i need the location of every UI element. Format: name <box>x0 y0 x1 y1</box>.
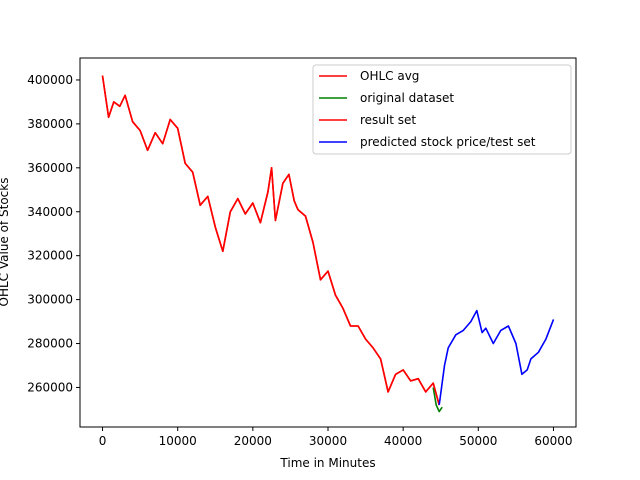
legend-label-3: predicted stock price/test set <box>360 135 536 149</box>
x-tick-label: 50000 <box>459 434 497 448</box>
y-tick-label: 360000 <box>27 161 73 175</box>
legend: OHLC avg original dataset result set predic… <box>312 64 572 155</box>
series-layer <box>101 75 555 413</box>
y-tick-label: 280000 <box>27 337 73 351</box>
x-tick-label: 0 <box>99 434 107 448</box>
y-axis-label: OHLC Value of Stocks <box>0 178 11 307</box>
x-tick-label: 60000 <box>534 434 572 448</box>
legend-label-2: result set <box>360 113 416 127</box>
legend-label-0: OHLC avg <box>360 69 419 83</box>
legend-box <box>312 64 572 155</box>
x-axis: 0 10000 20000 30000 40000 50000 60000 <box>99 427 573 448</box>
y-tick-label: 300000 <box>27 293 73 307</box>
legend-label-1: original dataset <box>360 91 454 105</box>
x-tick-label: 20000 <box>234 434 272 448</box>
series-line-3 <box>438 309 555 406</box>
y-tick-label: 260000 <box>27 380 73 394</box>
series-line-2 <box>101 75 440 406</box>
x-tick-label: 40000 <box>384 434 422 448</box>
y-tick-label: 340000 <box>27 205 73 219</box>
x-tick-label: 30000 <box>309 434 347 448</box>
y-tick-label: 320000 <box>27 249 73 263</box>
y-axis: 260000 280000 300000 320000 340000 360000 3800… <box>27 73 80 394</box>
y-tick-label: 400000 <box>27 73 73 87</box>
x-axis-label: Time in Minutes <box>279 456 375 470</box>
y-tick-label: 380000 <box>27 117 73 131</box>
x-tick-label: 10000 <box>159 434 197 448</box>
series-line-1 <box>432 387 443 413</box>
